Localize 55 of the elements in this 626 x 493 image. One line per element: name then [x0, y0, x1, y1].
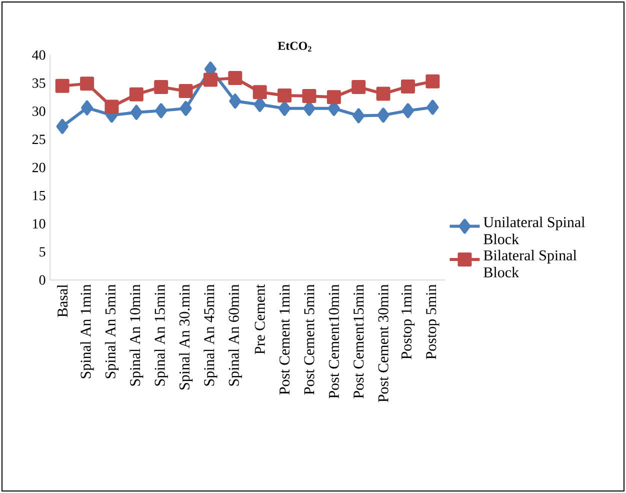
point	[155, 103, 168, 118]
x-tick-label: Spinal An 10min	[130, 284, 144, 386]
y-tick-label: 10	[33, 219, 46, 228]
point	[228, 71, 242, 86]
x-tick-label: Spinal An 30.min	[178, 284, 193, 390]
point	[352, 108, 365, 124]
y-tick-label: 0	[39, 275, 46, 285]
point	[426, 74, 440, 88]
point	[80, 76, 94, 91]
point	[302, 89, 316, 104]
x-tick-label: Spinal An 15min	[154, 284, 168, 386]
point	[352, 80, 366, 94]
x-tick-label: Postop 1min	[401, 284, 415, 360]
point	[278, 88, 292, 102]
point	[104, 100, 119, 114]
chart-title: EtCO$_{2}$	[278, 42, 312, 52]
point	[278, 100, 291, 116]
point	[326, 90, 341, 104]
y-tick-label: 5	[40, 247, 46, 257]
point	[229, 94, 242, 109]
y-tick-label: 25	[32, 134, 46, 144]
point	[376, 86, 390, 101]
y-tick-label: 30	[32, 106, 46, 116]
y-tick-label: 20	[32, 162, 46, 172]
legend-label: Bilateral Spinal Block	[484, 250, 577, 278]
x-tick-label: Post Cement15min	[354, 284, 364, 398]
point	[203, 72, 218, 87]
point	[55, 78, 70, 93]
x-tick-label: Spinal An 60min	[228, 284, 242, 386]
x-tick-label: Post Cement 5min	[304, 284, 314, 395]
y-tick-label: 35	[32, 78, 46, 88]
y-tick-label: 15	[33, 190, 46, 200]
point	[56, 118, 68, 134]
point	[402, 103, 414, 118]
x-tick-label: Postop 5min	[426, 284, 440, 360]
x-tick-label: Spinal An 5min	[104, 284, 119, 378]
point	[154, 80, 168, 94]
x-tick-label: Spinal An 1min	[80, 284, 94, 378]
x-tick-label: Post Cement10min	[328, 284, 339, 398]
point	[400, 80, 415, 94]
x-tick-label: Post Cement 1min	[280, 284, 290, 395]
point	[81, 100, 94, 116]
point	[129, 87, 144, 102]
point	[377, 108, 390, 123]
point	[426, 100, 439, 115]
point	[180, 100, 192, 116]
legend-label: Unilateral Spinal Block	[484, 216, 585, 244]
point	[178, 84, 193, 98]
x-tick-label: Pre Cement	[254, 284, 265, 354]
point	[252, 85, 267, 100]
x-tick-label: Post Cement 30min	[378, 284, 388, 402]
point	[130, 104, 142, 120]
x-tick-label: Basal	[57, 284, 68, 318]
x-tick-label: Spinal An 45min	[204, 284, 218, 386]
y-tick-label: 40	[32, 50, 46, 60]
